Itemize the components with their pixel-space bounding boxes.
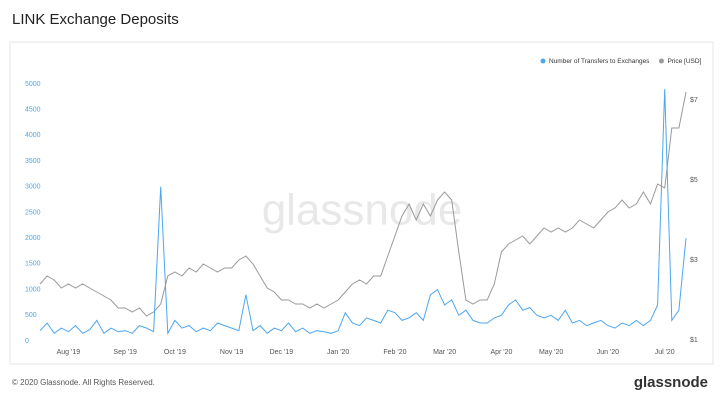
x-tick-label: Nov '19 <box>220 349 244 356</box>
footer-logo: glassnode <box>634 374 708 391</box>
page-title: LINK Exchange Deposits <box>12 11 179 28</box>
legend-label: Number of Transfers to Exchanges <box>549 58 650 65</box>
legend-marker <box>658 58 664 64</box>
x-tick-label: Feb '20 <box>383 349 406 356</box>
y-tick-label: 1000 <box>25 286 41 293</box>
legend: Number of Transfers to Exchanges Price [U… <box>540 58 702 65</box>
y-tick-label: 0 <box>25 338 29 345</box>
x-tick-label: Jan '20 <box>327 349 349 356</box>
x-tick-label: Oct '19 <box>164 349 186 356</box>
y-tick-label: 2500 <box>25 209 41 216</box>
copyright: © 2020 Glassnode. All Rights Reserved. <box>12 378 155 387</box>
y-tick-label: 3000 <box>25 184 41 191</box>
y2-tick-label: $5 <box>690 177 698 184</box>
legend-marker <box>540 58 546 64</box>
y-tick-label: 2000 <box>25 235 41 242</box>
y-tick-label: 5000 <box>25 81 41 88</box>
x-tick-label: Apr '20 <box>490 349 512 356</box>
y-tick-label: 500 <box>25 312 37 319</box>
y-tick-label: 1500 <box>25 261 41 268</box>
x-tick-label: Mar '20 <box>433 349 456 356</box>
x-tick-label: Dec '19 <box>270 349 294 356</box>
x-tick-label: Sep '19 <box>113 349 137 356</box>
y2-tick-label: $1 <box>690 337 698 344</box>
series-line <box>39 89 687 336</box>
chart-panel <box>9 41 714 365</box>
y-tick-label: 4500 <box>25 107 41 114</box>
y2-tick-label: $7 <box>690 97 698 104</box>
y-tick-label: 4000 <box>25 132 41 139</box>
x-tick-label: May '20 <box>539 349 563 356</box>
x-tick-label: Jun '20 <box>597 349 619 356</box>
y2-tick-label: $3 <box>690 257 698 264</box>
y-tick-label: 3500 <box>25 158 41 165</box>
watermark: glassnode <box>262 186 463 235</box>
series-line <box>39 91 687 317</box>
x-tick-label: Aug '19 <box>57 349 81 356</box>
x-tick-label: Jul '20 <box>655 349 675 356</box>
legend-label: Price [USD] <box>667 58 701 65</box>
